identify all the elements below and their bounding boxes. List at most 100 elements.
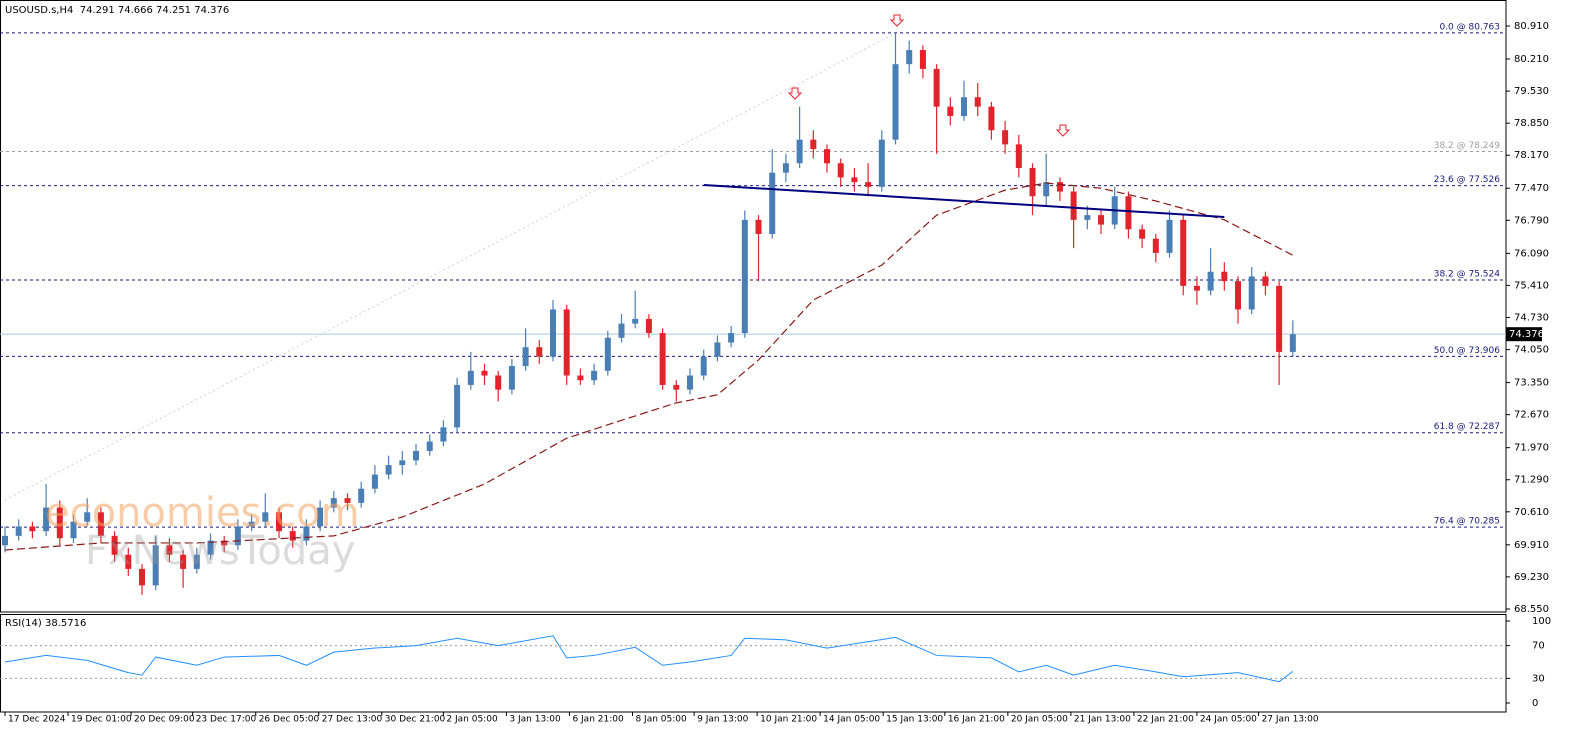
y-tick-label: 80.910	[1514, 21, 1549, 32]
y-tick-label: 30	[1532, 673, 1545, 684]
x-tick-label: 6 Jan 21:00	[572, 715, 624, 725]
y-tick-label: 74.730	[1514, 312, 1549, 323]
down-arrow	[1055, 124, 1071, 137]
candle-body	[851, 177, 858, 183]
candle-body	[892, 64, 899, 140]
candle-body	[687, 375, 694, 390]
y-tick-label: 76.790	[1514, 215, 1549, 226]
signal-arrows	[787, 14, 1071, 137]
candle-body	[454, 384, 461, 428]
candle-body	[974, 97, 981, 107]
x-tick-label: 30 Dec 21:00	[385, 715, 446, 725]
watermark: economies.com	[45, 490, 360, 536]
candle-body	[508, 366, 515, 390]
trendline	[703, 183, 1225, 219]
candle-body	[371, 474, 378, 489]
x-tick-label: 15 Jan 13:00	[886, 715, 943, 725]
candle-body	[865, 182, 872, 187]
down-arrow	[787, 87, 803, 100]
fib-level-label: 38.2 @ 75.524	[1434, 270, 1501, 280]
candle-body	[385, 465, 392, 475]
down-arrow	[889, 14, 905, 27]
chart-title: USOUSD.s,H4 74.291 74.666 74.251 74.376	[5, 5, 229, 16]
candle-body	[180, 554, 187, 569]
candle-body	[330, 498, 337, 508]
candle-body	[303, 526, 310, 541]
y-tick-label: 71.290	[1514, 475, 1549, 486]
candle-body	[1056, 182, 1063, 192]
y-tick-label: 73.350	[1514, 378, 1549, 389]
candle-body	[1166, 219, 1173, 253]
candle-body	[43, 507, 50, 532]
candle-body	[56, 507, 63, 539]
candle-body	[550, 309, 557, 357]
y-tick-label: 74.050	[1514, 345, 1549, 356]
candle-body	[1043, 182, 1050, 197]
candle-body	[755, 219, 762, 234]
candle-body	[111, 535, 118, 555]
candle-body	[728, 333, 735, 343]
candle-body	[413, 450, 420, 461]
y-tick-label: 69.910	[1514, 540, 1549, 551]
candle-body	[97, 512, 104, 536]
x-tick-label: 14 Jan 05:00	[823, 715, 880, 725]
candle-body	[577, 375, 584, 381]
fib-level-label: 50.0 @ 73.906	[1434, 346, 1501, 356]
x-tick-label: 23 Dec 17:00	[196, 715, 257, 725]
x-tick-label: 27 Jan 13:00	[1262, 715, 1319, 725]
x-tick-label: 9 Jan 13:00	[697, 715, 749, 725]
candle-body	[782, 163, 789, 173]
candle-body	[714, 342, 721, 357]
x-tick-label: 21 Jan 13:00	[1074, 715, 1131, 725]
y-tick-label: 72.670	[1514, 410, 1549, 421]
candle-body	[317, 507, 324, 527]
candle-body	[961, 97, 968, 117]
marks-layer: 80.910 80.210 79.530 78.850 78.170 77.470 76.7…	[0, 21, 1551, 725]
x-tick-label: 17 Dec 2024	[8, 715, 66, 725]
candle-body	[234, 526, 241, 546]
candle-body	[906, 50, 913, 65]
x-tick-label: 22 Jan 21:00	[1137, 715, 1194, 725]
candle-body	[495, 375, 502, 390]
candle-body	[1276, 285, 1283, 352]
rsi-line	[4, 635, 1294, 683]
y-tick-label: 80.210	[1514, 54, 1549, 65]
candle-body	[796, 139, 803, 164]
candle-body	[1262, 276, 1269, 286]
candle-body	[741, 219, 748, 334]
x-tick-label: 26 Dec 05:00	[259, 715, 320, 725]
candle-body	[166, 545, 173, 555]
x-tick-label: 19 Dec 01:00	[71, 715, 132, 725]
candle-body	[440, 427, 447, 442]
x-tick-label: 16 Jan 21:00	[948, 715, 1005, 725]
moving-average	[4, 182, 1294, 551]
y-tick-label: 68.550	[1514, 604, 1549, 615]
x-tick-label: 20 Jan 05:00	[1011, 715, 1068, 725]
candle-body	[1070, 191, 1077, 220]
candle-body	[563, 309, 570, 376]
x-tick-label: 3 Jan 13:00	[509, 715, 561, 725]
x-tick-label: 27 Dec 13:00	[322, 715, 383, 725]
watermark: FxNewsToday	[85, 528, 355, 574]
y-tick-label: 71.970	[1514, 443, 1549, 454]
candle-body	[837, 163, 844, 178]
candle-body	[933, 68, 940, 107]
fib-level-label: 61.8 @ 72.287	[1434, 422, 1500, 432]
x-tick-label: 2 Jan 05:00	[446, 715, 498, 725]
y-tick-label: 75.410	[1514, 280, 1549, 291]
candle-body	[769, 172, 776, 234]
y-tick-label: 70	[1532, 641, 1545, 652]
candle-body	[467, 370, 474, 385]
y-tick-label: 0	[1532, 698, 1538, 709]
candle-body	[522, 347, 529, 367]
current-price-box	[1506, 327, 1542, 342]
candle-body	[591, 370, 598, 381]
candle-body	[1002, 130, 1009, 145]
candle-body	[1139, 229, 1146, 239]
fib-level-label: 76.4 @ 70.285	[1434, 517, 1500, 527]
candle-body	[919, 50, 926, 69]
y-tick-label: 78.850	[1514, 118, 1549, 129]
candle-body	[70, 521, 77, 539]
y-tick-label: 79.530	[1514, 86, 1549, 97]
candle-body	[152, 545, 159, 586]
